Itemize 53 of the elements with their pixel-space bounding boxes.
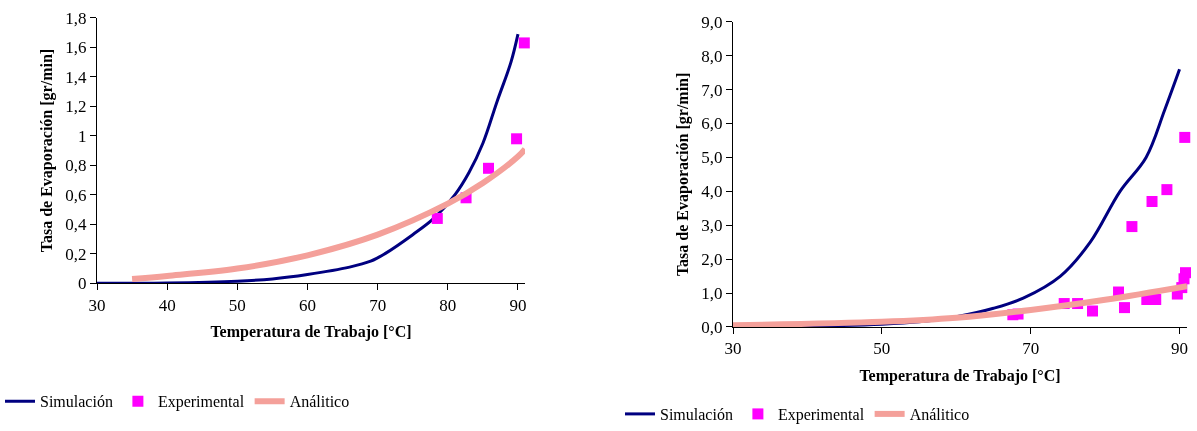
x-tick-label: 90 — [509, 295, 527, 315]
y-tick-label: 1 — [78, 126, 87, 146]
y-axis-title: Tasa de Evaporación [gr/min] — [674, 72, 693, 277]
point — [483, 162, 495, 174]
y-tick-label: 0,4 — [65, 215, 88, 235]
point — [1126, 221, 1138, 233]
x-tick-label: 40 — [158, 295, 176, 315]
legend-label: Experimental — [777, 406, 865, 425]
x-tick-label: 50 — [873, 339, 891, 359]
y-tick-label: 8,0 — [701, 46, 723, 66]
x-tick-label: 80 — [439, 295, 457, 315]
legend-label: Análitico — [289, 393, 350, 411]
y-axis-title: Tasa de Evaporación [gr/min] — [38, 48, 57, 253]
point — [511, 133, 523, 145]
y-tick-label: 1,0 — [701, 283, 723, 303]
point — [1118, 302, 1130, 314]
point — [1146, 195, 1158, 207]
y-tick-label: 3,0 — [701, 216, 723, 236]
legend-label: Simulación — [660, 406, 733, 424]
y-tick-label: 1,6 — [65, 38, 87, 58]
point — [1179, 131, 1191, 143]
y-tick-label: 2,0 — [701, 250, 723, 270]
x-tick-label: 50 — [228, 295, 246, 315]
x-tick-label: 30 — [88, 295, 106, 315]
y-tick-label: 4,0 — [701, 182, 723, 202]
legend-label: Análitico — [909, 406, 970, 424]
y-tick-label: 0 — [78, 274, 87, 294]
line-series — [97, 32, 520, 284]
point — [431, 212, 443, 224]
y-tick-label: 1,2 — [65, 97, 87, 117]
point — [1161, 184, 1173, 196]
y-tick-label: 0,2 — [65, 244, 87, 264]
y-tick-label: 1,8 — [65, 8, 87, 28]
x-tick-label: 30 — [724, 339, 742, 359]
y-tick-label: 0,8 — [65, 156, 87, 176]
x-tick-label: 70 — [1022, 339, 1040, 359]
legend-label: Experimental — [157, 393, 245, 412]
y-tick-label: 0,6 — [65, 185, 87, 205]
x-axis-title: Temperatura de Trabajo [°C] — [210, 323, 412, 342]
x-tick-label: 90 — [1171, 339, 1189, 359]
legend-label: Simulación — [40, 393, 113, 411]
point — [1086, 305, 1098, 317]
y-tick-label: 7,0 — [701, 80, 723, 100]
point — [1180, 267, 1192, 279]
x-tick-label: 60 — [298, 295, 316, 315]
x-tick-label: 70 — [369, 295, 387, 315]
y-tick-label: 9,0 — [701, 12, 723, 32]
x-axis-title: Temperatura de Trabajo [°C] — [859, 367, 1061, 386]
y-tick-label: 0,0 — [701, 317, 723, 337]
y-tick-label: 6,0 — [701, 114, 723, 134]
point — [518, 37, 530, 49]
y-tick-label: 5,0 — [701, 148, 723, 168]
y-tick-label: 1,4 — [65, 67, 88, 87]
